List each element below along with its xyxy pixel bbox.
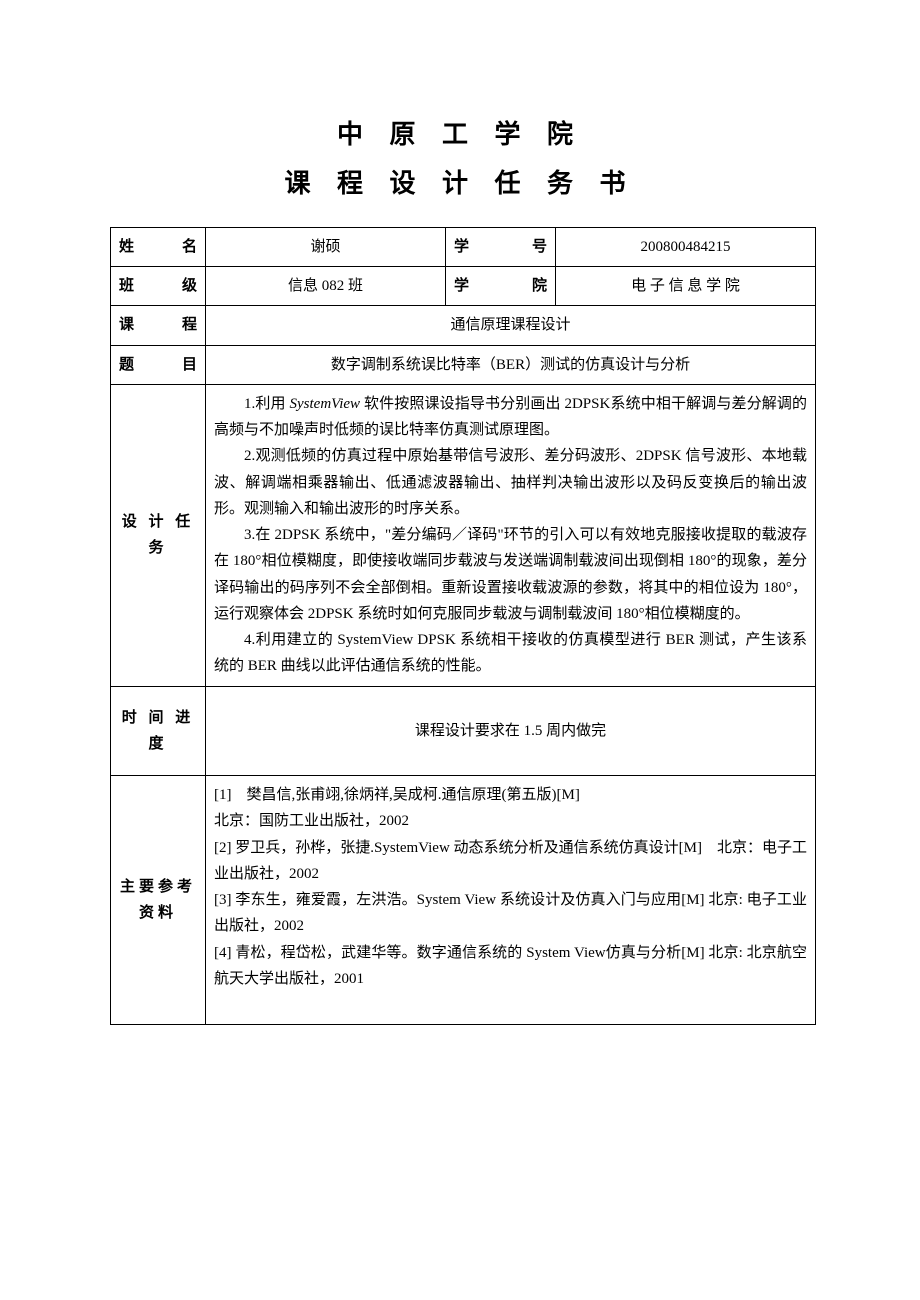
schedule-label: 时 间 进度: [111, 686, 206, 776]
row-topic: 题 目 数字调制系统误比特率（BER）测试的仿真设计与分析: [111, 345, 816, 384]
org-title: 中 原 工 学 院: [110, 110, 810, 159]
refs-label: 主要参考资料: [111, 776, 206, 1025]
name-value: 谢硕: [206, 227, 446, 266]
id-value: 200800484215: [556, 227, 816, 266]
ref-1a: [1] 樊昌信,张甫翊,徐炳祥,吴成柯.通信原理(第五版)[M]: [214, 782, 807, 808]
task-table: 姓 名 谢硕 学 号 200800484215 班 级 信息 082 班 学 院…: [110, 227, 816, 1026]
row-schedule: 时 间 进度 课程设计要求在 1.5 周内做完: [111, 686, 816, 776]
topic-value: 数字调制系统误比特率（BER）测试的仿真设计与分析: [206, 345, 816, 384]
row-task: 设 计 任务 1.利用 SystemView 软件按照课设指导书分别画出 2DP…: [111, 384, 816, 686]
task-p3: 3.在 2DPSK 系统中，"差分编码／译码"环节的引入可以有效地克服接收提取的…: [214, 522, 807, 627]
task-p1a: 1.利用: [244, 396, 290, 412]
course-value: 通信原理课程设计: [206, 306, 816, 345]
college-label: 学 院: [446, 267, 556, 306]
refs-body: [1] 樊昌信,张甫翊,徐炳祥,吴成柯.通信原理(第五版)[M] 北京：国防工业…: [206, 776, 816, 1025]
ref-4: [4] 青松，程岱松，武建华等。数字通信系统的 System View仿真与分析…: [214, 940, 807, 993]
name-label: 姓 名: [111, 227, 206, 266]
row-name: 姓 名 谢硕 学 号 200800484215: [111, 227, 816, 266]
ref-spacer: [214, 992, 807, 1018]
class-label: 班 级: [111, 267, 206, 306]
schedule-value: 课程设计要求在 1.5 周内做完: [206, 686, 816, 776]
topic-label: 题 目: [111, 345, 206, 384]
task-p4: 4.利用建立的 SystemView DPSK 系统相干接收的仿真模型进行 BE…: [214, 627, 807, 680]
task-p1: 1.利用 SystemView 软件按照课设指导书分别画出 2DPSK系统中相干…: [214, 391, 807, 444]
course-label: 课 程: [111, 306, 206, 345]
id-label: 学 号: [446, 227, 556, 266]
ref-1b: 北京：国防工业出版社，2002: [214, 808, 807, 834]
doc-title: 课 程 设 计 任 务 书: [110, 159, 810, 208]
task-body: 1.利用 SystemView 软件按照课设指导书分别画出 2DPSK系统中相干…: [206, 384, 816, 686]
class-value: 信息 082 班: [206, 267, 446, 306]
task-p2: 2.观测低频的仿真过程中原始基带信号波形、差分码波形、2DPSK 信号波形、本地…: [214, 443, 807, 522]
ref-3: [3] 李东生，雍爱霞，左洪浩。System View 系统设计及仿真入门与应用…: [214, 887, 807, 940]
row-course: 课 程 通信原理课程设计: [111, 306, 816, 345]
row-refs: 主要参考资料 [1] 樊昌信,张甫翊,徐炳祥,吴成柯.通信原理(第五版)[M] …: [111, 776, 816, 1025]
task-label: 设 计 任务: [111, 384, 206, 686]
college-value: 电 子 信 息 学 院: [556, 267, 816, 306]
document-header: 中 原 工 学 院 课 程 设 计 任 务 书: [110, 110, 810, 209]
ref-2: [2] 罗卫兵，孙桦，张捷.SystemView 动态系统分析及通信系统仿真设计…: [214, 835, 807, 888]
task-p1b: SystemView: [290, 396, 361, 412]
row-class: 班 级 信息 082 班 学 院 电 子 信 息 学 院: [111, 267, 816, 306]
